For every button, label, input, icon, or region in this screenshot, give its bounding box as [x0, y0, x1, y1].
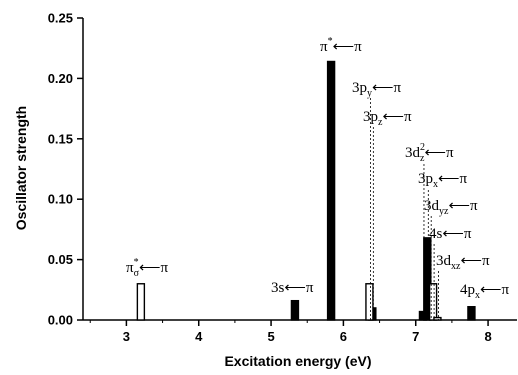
annotation-sup: 2	[420, 142, 425, 153]
annotation-3dz2: 3d2 z⟵π	[405, 142, 454, 164]
annotation-sup: *	[328, 36, 333, 47]
annotation-arrow: ⟵	[284, 280, 306, 296]
annotation-arrow: ⟵	[424, 145, 446, 161]
annotation-sub: x	[475, 290, 480, 301]
annotation-arrow: ⟵	[460, 253, 482, 269]
annotation-3py: 3py⟵π	[352, 80, 402, 99]
annotation-sub: z	[420, 153, 425, 164]
bar-open	[433, 316, 442, 321]
annotation-arrow: ⟵	[480, 282, 502, 298]
annotation-arrow: ⟵	[448, 198, 470, 214]
axes: 3 4 5 6 7 8 0.00 0.05 0.10 0.15 0.20 0.25	[48, 11, 517, 344]
bar-filled	[290, 299, 300, 321]
bar-filled	[326, 60, 336, 321]
y-tick-label: 0.20	[48, 71, 73, 86]
x-tick-label: 7	[412, 329, 419, 344]
annotation-tail: π	[306, 280, 314, 296]
x-tick-label: 3	[123, 329, 130, 344]
annotation-main: 3p	[418, 171, 433, 187]
annotation-arrow: ⟵	[438, 171, 460, 187]
annotation-sub: yz	[439, 206, 449, 217]
annotation-arrow: ⟵	[372, 80, 394, 96]
annotation-sub: x	[433, 179, 438, 190]
annotation-3px: 3px⟵π	[418, 171, 468, 190]
annotation-pi-sigma: π* σ⟵π	[126, 257, 168, 279]
annotation-main: π	[126, 260, 134, 276]
bar-filled	[467, 306, 476, 321]
annotation-main: π	[320, 39, 328, 55]
annotation-tail: π	[404, 109, 412, 125]
annotation-tail: π	[482, 253, 490, 269]
x-axis-title: Excitation energy (eV)	[224, 353, 371, 369]
bar-open	[428, 283, 438, 321]
bars	[136, 60, 476, 321]
annotation-3dyz: 3dyz⟵π	[424, 198, 478, 217]
annotation-4s: 4s⟵π	[429, 226, 472, 242]
y-tick-label: 0.00	[48, 313, 73, 328]
annotation-sub: σ	[134, 268, 140, 279]
annotation-pi-star: π*⟵π	[320, 36, 362, 55]
annotation-main: 3p	[352, 80, 367, 96]
annotation-tail: π	[502, 282, 510, 298]
annotation-sup: *	[134, 257, 139, 268]
annotation-main: 3p	[363, 109, 378, 125]
annotation-main: 3s	[271, 280, 285, 296]
annotation-tail: π	[460, 171, 468, 187]
annotation-arrow: ⟵	[382, 109, 404, 125]
bar-filled	[423, 237, 432, 321]
annotation-sub: xz	[451, 261, 461, 272]
annotation-4px: 4px⟵π	[460, 282, 510, 301]
y-tick-label: 0.25	[48, 11, 73, 26]
annotation-tail: π	[394, 80, 402, 96]
bar-open	[136, 283, 146, 321]
annotation-tail: π	[470, 198, 478, 214]
x-tick-label: 6	[340, 329, 347, 344]
y-tick-label: 0.15	[48, 131, 73, 146]
annotation-tail: π	[354, 39, 362, 55]
annotation-3s: 3s⟵π	[271, 280, 314, 296]
annotation-sub: y	[367, 88, 372, 99]
annotation-sub: z	[378, 117, 383, 128]
annotation-main: 4s	[429, 226, 443, 242]
annotation-3dxz: 3dxz⟵π	[436, 253, 490, 272]
annotation-tail: π	[446, 145, 454, 161]
leader-lines	[370, 98, 439, 320]
annotation-main: 3d	[405, 145, 421, 161]
bar-open	[365, 283, 374, 321]
annotation-arrow: ⟵	[333, 39, 355, 55]
annotation-main: 3d	[424, 198, 440, 214]
annotation-tail: π	[160, 260, 168, 276]
annotation-main: 4p	[460, 282, 475, 298]
annotation-3pz: 3pz⟵π	[363, 109, 412, 128]
annotation-tail: π	[464, 226, 472, 242]
x-tick-label: 5	[267, 329, 274, 344]
x-tick-label: 8	[484, 329, 491, 344]
x-tick-label: 4	[195, 329, 203, 344]
annotation-arrow: ⟵	[139, 260, 161, 276]
annotation-main: 3d	[436, 253, 452, 269]
y-axis-title: Oscillator strength	[13, 106, 29, 230]
y-tick-label: 0.10	[48, 192, 73, 207]
y-tick-label: 0.05	[48, 252, 73, 267]
annotation-arrow: ⟵	[442, 226, 464, 242]
